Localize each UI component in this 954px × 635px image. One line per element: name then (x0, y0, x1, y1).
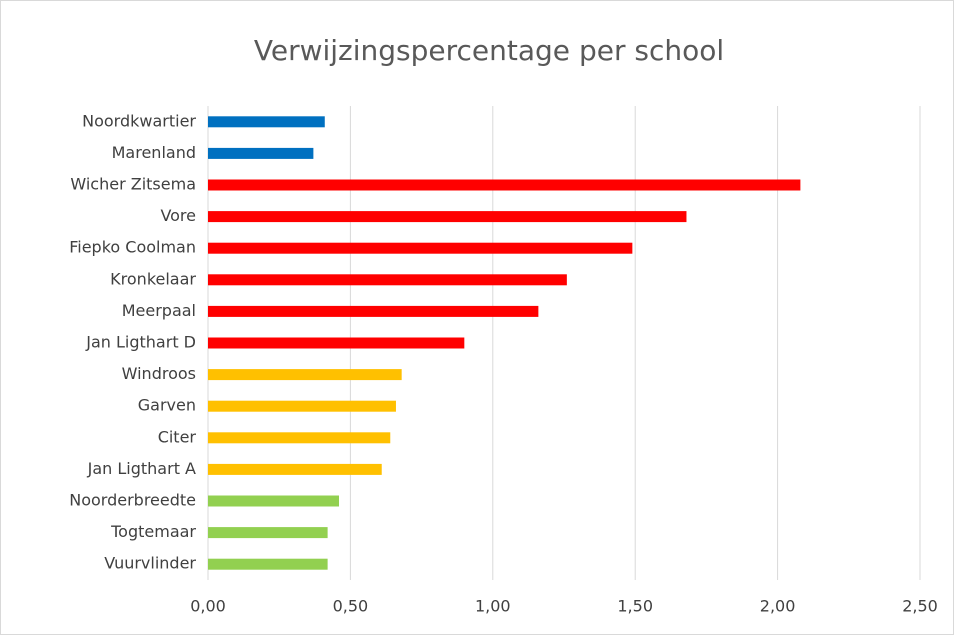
bar (208, 274, 567, 286)
bar (208, 369, 402, 381)
bar (208, 242, 633, 254)
y-tick-label: Wicher Zitsema (70, 175, 196, 194)
chart-title: Verwijzingspercentage per school (254, 34, 724, 67)
x-tick-label: 1,50 (617, 597, 653, 616)
bar (208, 116, 325, 128)
y-tick-label: Vuurvlinder (104, 554, 196, 573)
x-tick-label: 1,00 (475, 597, 511, 616)
y-tick-label: Vore (160, 206, 196, 225)
bar (208, 527, 328, 539)
bar (208, 179, 801, 191)
y-tick-label: Meerpaal (122, 301, 196, 320)
y-tick-label: Windroos (122, 364, 196, 383)
y-tick-label: Citer (158, 427, 197, 446)
y-tick-label: Fiepko Coolman (69, 238, 196, 257)
bar (208, 558, 328, 570)
bar (208, 495, 340, 507)
bar (208, 432, 391, 444)
x-tick-label: 0,50 (333, 597, 369, 616)
y-tick-label: Jan Ligthart D (85, 333, 196, 352)
x-tick-label: 0,00 (190, 597, 226, 616)
bar (208, 337, 465, 349)
bar (208, 400, 396, 412)
y-tick-label: Kronkelaar (110, 269, 196, 288)
x-tick-label: 2,00 (760, 597, 796, 616)
y-tick-label: Jan Ligthart A (87, 459, 196, 478)
bar (208, 211, 687, 223)
y-tick-label: Togtemaar (110, 522, 196, 541)
bar (208, 463, 382, 475)
y-tick-label: Marenland (112, 143, 196, 162)
bar (208, 147, 314, 159)
y-tick-label: Garven (138, 396, 196, 415)
y-tick-label: Noordkwartier (82, 111, 196, 130)
bar (208, 305, 539, 317)
y-tick-label: Noorderbreedte (69, 491, 196, 510)
x-tick-label: 2,50 (902, 597, 938, 616)
